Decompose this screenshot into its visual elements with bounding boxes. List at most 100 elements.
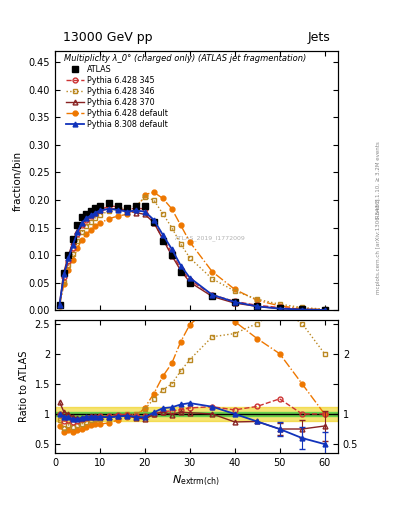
Pythia 6.428 346 (143, 194, 147, 200)
Pythia 6.428 default (66, 267, 71, 273)
Pythia 6.428 346 (232, 288, 237, 294)
Pythia 6.428 346 (97, 212, 102, 218)
Y-axis label: fraction/bin: fraction/bin (13, 151, 23, 211)
Pythia 8.308 default (169, 246, 174, 252)
Pythia 6.428 345 (210, 292, 215, 298)
Line: Pythia 6.428 346: Pythia 6.428 346 (57, 195, 327, 312)
Pythia 6.428 370 (178, 267, 183, 273)
Pythia 6.428 370 (71, 239, 75, 245)
ATLAS (169, 252, 174, 258)
ATLAS (322, 307, 327, 313)
Pythia 6.428 370 (97, 207, 102, 214)
ATLAS (255, 303, 259, 309)
Pythia 6.428 346 (277, 301, 282, 307)
Pythia 6.428 346 (93, 215, 98, 221)
Pythia 8.308 default (160, 231, 165, 238)
Pythia 6.428 346 (151, 197, 156, 203)
ATLAS (107, 200, 111, 206)
Pythia 6.428 346 (210, 276, 215, 282)
Pythia 8.308 default (134, 207, 138, 214)
Pythia 8.308 default (62, 271, 66, 278)
Pythia 6.428 default (93, 223, 98, 229)
Pythia 6.428 default (88, 227, 93, 233)
Text: 13000 GeV pp: 13000 GeV pp (63, 31, 152, 44)
Pythia 6.428 345 (93, 209, 98, 216)
Pythia 6.428 346 (125, 206, 129, 212)
Pythia 8.308 default (143, 208, 147, 215)
Pythia 8.308 default (232, 299, 237, 305)
Pythia 6.428 default (97, 220, 102, 226)
ATLAS (71, 236, 75, 242)
Pythia 6.428 345 (80, 222, 84, 228)
Pythia 6.428 370 (160, 236, 165, 242)
Pythia 6.428 default (178, 222, 183, 228)
Pythia 6.428 346 (178, 241, 183, 247)
ATLAS (116, 202, 120, 208)
Pythia 6.428 370 (143, 211, 147, 218)
Pythia 6.428 345 (84, 217, 89, 223)
Pythia 6.428 345 (116, 204, 120, 210)
Pythia 8.308 default (93, 209, 98, 216)
Pythia 6.428 default (187, 239, 192, 245)
ATLAS (187, 280, 192, 286)
Pythia 6.428 default (57, 303, 62, 309)
Pythia 6.428 345 (169, 249, 174, 255)
ATLAS (151, 219, 156, 225)
Pythia 6.428 346 (160, 211, 165, 217)
Pythia 6.428 345 (322, 307, 327, 313)
Pythia 6.428 345 (178, 266, 183, 272)
Text: Rivet 3.1.10, ≥ 3.2M events: Rivet 3.1.10, ≥ 3.2M events (376, 141, 381, 218)
Pythia 6.428 345 (107, 203, 111, 209)
ATLAS (88, 208, 93, 214)
ATLAS (84, 211, 89, 217)
Pythia 8.308 default (151, 217, 156, 223)
Pythia 6.428 345 (125, 206, 129, 212)
Pythia 6.428 370 (277, 306, 282, 312)
Pythia 6.428 346 (187, 255, 192, 261)
Pythia 8.308 default (80, 220, 84, 226)
Pythia 6.428 345 (88, 213, 93, 219)
Pythia 6.428 370 (210, 293, 215, 300)
Pythia 6.428 346 (88, 219, 93, 225)
Pythia 6.428 370 (75, 228, 80, 234)
Pythia 6.428 default (255, 297, 259, 304)
Pythia 6.428 370 (322, 307, 327, 313)
Pythia 6.428 346 (169, 224, 174, 230)
Pythia 8.308 default (187, 274, 192, 281)
Pythia 8.308 default (125, 208, 129, 215)
Pythia 8.308 default (97, 207, 102, 214)
ATLAS (57, 302, 62, 308)
ATLAS (134, 202, 138, 208)
X-axis label: $N_{\rm extrm(ch)}$: $N_{\rm extrm(ch)}$ (173, 474, 220, 488)
Pythia 6.428 370 (93, 208, 98, 215)
Pythia 6.428 default (169, 206, 174, 212)
Pythia 6.428 346 (116, 206, 120, 212)
Pythia 6.428 346 (71, 251, 75, 257)
Pythia 6.428 345 (160, 236, 165, 242)
Pythia 6.428 345 (71, 245, 75, 251)
Pythia 6.428 default (300, 306, 305, 312)
Pythia 8.308 default (107, 206, 111, 212)
Pythia 6.428 default (71, 257, 75, 263)
Pythia 6.428 default (160, 195, 165, 201)
Pythia 6.428 346 (62, 279, 66, 285)
Pythia 8.308 default (322, 307, 327, 313)
Line: Pythia 6.428 default: Pythia 6.428 default (57, 190, 327, 312)
Text: ATLAS_2019_I1772009: ATLAS_2019_I1772009 (175, 235, 246, 241)
Pythia 6.428 370 (57, 301, 62, 307)
Pythia 6.428 346 (84, 223, 89, 229)
Pythia 6.428 370 (187, 279, 192, 285)
Pythia 6.428 345 (57, 302, 62, 308)
Pythia 6.428 default (322, 307, 327, 313)
Text: Jets: Jets (307, 31, 330, 44)
Pythia 6.428 370 (116, 206, 120, 212)
Pythia 6.428 370 (125, 207, 129, 214)
Pythia 6.428 370 (80, 220, 84, 226)
Pythia 6.428 346 (322, 306, 327, 312)
Pythia 6.428 370 (134, 209, 138, 216)
Pythia 6.428 346 (66, 262, 71, 268)
Pythia 8.308 default (255, 303, 259, 309)
Pythia 6.428 346 (57, 302, 62, 308)
Pythia 6.428 345 (232, 298, 237, 305)
Pythia 6.428 345 (66, 258, 71, 264)
